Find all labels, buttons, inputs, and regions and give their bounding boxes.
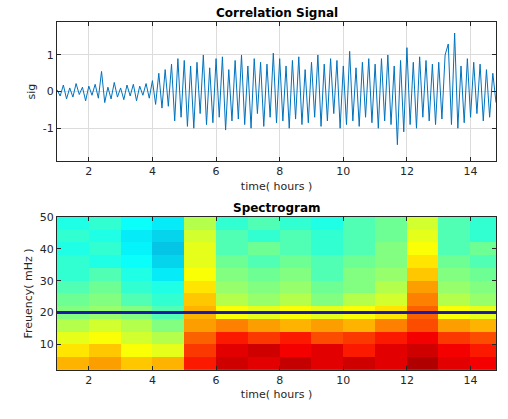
svg-text:30: 30 [40, 275, 54, 288]
svg-text:20: 20 [40, 306, 54, 319]
svg-text:Correlation Signal: Correlation Signal [216, 6, 338, 20]
svg-text:time( hours ): time( hours ) [241, 388, 312, 401]
svg-text:4: 4 [149, 165, 156, 178]
svg-text:Freuency( mHz ): Freuency( mHz ) [22, 248, 35, 338]
svg-text:6: 6 [213, 374, 220, 387]
svg-text:2: 2 [85, 374, 92, 387]
svg-text:2: 2 [85, 165, 92, 178]
svg-text:40: 40 [40, 243, 54, 256]
svg-text:0: 0 [47, 85, 54, 98]
svg-text:50: 50 [40, 211, 54, 224]
svg-text:10: 10 [336, 374, 350, 387]
svg-text:sig: sig [25, 84, 38, 100]
svg-text:10: 10 [40, 338, 54, 351]
svg-text:12: 12 [400, 374, 414, 387]
svg-text:-1: -1 [43, 122, 54, 135]
svg-text:12: 12 [400, 165, 414, 178]
svg-text:time( hours ): time( hours ) [241, 180, 312, 193]
svg-text:4: 4 [149, 374, 156, 387]
svg-text:8: 8 [276, 165, 283, 178]
svg-text:Spectrogram: Spectrogram [233, 201, 321, 215]
svg-text:14: 14 [464, 165, 478, 178]
svg-text:10: 10 [336, 165, 350, 178]
svg-text:8: 8 [276, 374, 283, 387]
svg-text:14: 14 [464, 374, 478, 387]
svg-text:1: 1 [47, 49, 54, 62]
svg-text:6: 6 [213, 165, 220, 178]
